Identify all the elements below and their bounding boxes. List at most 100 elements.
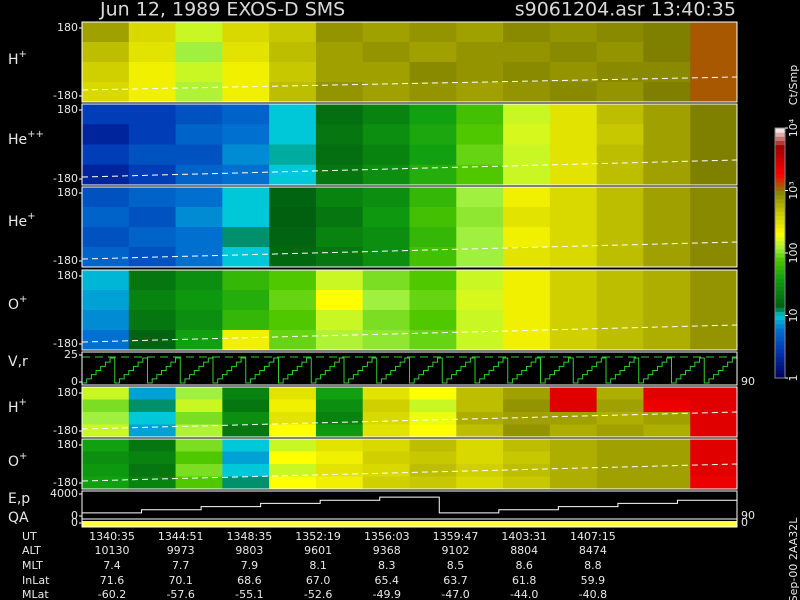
colorbar-segment xyxy=(775,169,785,175)
heatmap-cell xyxy=(690,310,738,331)
heatmap-cell xyxy=(128,22,177,43)
colorbar-segment xyxy=(775,298,785,304)
heatmap-cell xyxy=(362,330,410,351)
heatmap-cell xyxy=(362,104,410,125)
heatmap-cell xyxy=(128,290,177,311)
heatmap-cell xyxy=(596,424,644,438)
heatmap-cell xyxy=(456,164,504,186)
heatmap-cell xyxy=(175,439,223,452)
heatmap-cell xyxy=(409,227,457,248)
heatmap-cell xyxy=(456,399,504,413)
heatmap-cell xyxy=(690,330,738,351)
ephemeris-value: 59.9 xyxy=(581,574,606,587)
heatmap-cell xyxy=(690,164,738,186)
heatmap-cell xyxy=(456,330,504,351)
heatmap-cell xyxy=(269,227,317,248)
heatmap-cell xyxy=(362,144,410,166)
colorbar-segment xyxy=(775,315,785,321)
heatmap-cell xyxy=(643,330,691,351)
heatmap-cell xyxy=(643,310,691,331)
colorbar-tick-label: 10 xyxy=(787,309,800,323)
colorbar-segment xyxy=(775,207,785,212)
heatmap-cell xyxy=(222,104,270,125)
colorbar-segment xyxy=(775,323,785,329)
heatmap-cell xyxy=(269,439,317,452)
heatmap-cell xyxy=(596,310,644,331)
panel-label: QA xyxy=(8,510,29,526)
heatmap-cell xyxy=(175,104,223,125)
heatmap-cell xyxy=(643,247,691,268)
ephemeris-label: ALT xyxy=(22,544,41,557)
heatmap-cell xyxy=(269,464,317,477)
heatmap-cell xyxy=(643,476,691,490)
heatmap-cell xyxy=(549,424,598,438)
heatmap-cell xyxy=(503,412,551,425)
heatmap-cell xyxy=(222,187,270,208)
heatmap-cell xyxy=(362,387,410,400)
heatmap-cell xyxy=(82,144,130,166)
heatmap-cell xyxy=(362,290,410,311)
heatmap-cell xyxy=(503,476,551,490)
heatmap-cell xyxy=(456,247,504,268)
heatmap-cell xyxy=(503,144,551,166)
heatmap-cell xyxy=(175,207,223,228)
heatmap-cell xyxy=(222,22,270,43)
heatmap-cell xyxy=(315,187,364,208)
panel-label: O+ xyxy=(8,451,27,470)
ephemeris-value: 8474 xyxy=(579,544,607,557)
heatmap-cell xyxy=(222,227,270,248)
ephemeris-label: MLat xyxy=(22,588,49,600)
heatmap-cell xyxy=(175,124,223,145)
heatmap-cell xyxy=(128,476,177,490)
heatmap-cell xyxy=(409,424,457,438)
heatmap-cell xyxy=(503,424,551,438)
heatmap-cell xyxy=(315,104,364,125)
heatmap-cell xyxy=(503,451,551,465)
colorbar-segment xyxy=(775,157,785,162)
y-tick-label: 180 xyxy=(57,21,78,34)
y-tick-label: -180 xyxy=(53,254,78,267)
heatmap-cell xyxy=(690,124,738,145)
colorbar-segment xyxy=(775,244,785,250)
heatmap-cell xyxy=(690,82,738,103)
colorbar-segment xyxy=(775,303,785,308)
heatmap-cell xyxy=(222,439,270,452)
heatmap-cell xyxy=(269,330,317,351)
colorbar-segment xyxy=(775,365,785,371)
heatmap-cell xyxy=(409,164,457,186)
ephemeris-label: InLat xyxy=(22,574,50,587)
heatmap-cell xyxy=(362,399,410,413)
heatmap-cell xyxy=(269,476,317,490)
ephemeris-value: 61.8 xyxy=(512,574,537,587)
heatmap-cell xyxy=(315,424,364,438)
heatmap-cell xyxy=(690,270,738,291)
heatmap-cell xyxy=(503,62,551,83)
heatmap-cell xyxy=(690,187,738,208)
heatmap-cell xyxy=(549,227,598,248)
heatmap-cell xyxy=(362,424,410,438)
heatmap-cell xyxy=(82,164,130,186)
colorbar-segment xyxy=(775,232,785,237)
heatmap-cell xyxy=(82,330,130,351)
panel-frame xyxy=(81,438,738,490)
colorbar-segment xyxy=(775,173,785,179)
heatmap-cell xyxy=(315,164,364,186)
colorbar-segment xyxy=(775,136,785,141)
y-tick-label: -180 xyxy=(53,476,78,489)
ephemeris-value: 7.7 xyxy=(172,559,190,572)
heatmap-cell xyxy=(503,270,551,291)
heatmap-cell xyxy=(315,22,364,43)
colorbar-segment xyxy=(775,240,785,246)
heatmap-cell xyxy=(128,310,177,331)
heatmap-cell xyxy=(175,164,223,186)
heatmap-cell xyxy=(222,207,270,228)
heatmap-cell xyxy=(82,290,130,311)
heatmap-cell xyxy=(362,310,410,331)
colorbar-segment xyxy=(775,273,785,279)
ephemeris-value: 8.1 xyxy=(309,559,327,572)
heatmap-cell xyxy=(456,412,504,425)
heatmap-cell xyxy=(269,124,317,145)
panel-label-base: He xyxy=(8,214,27,230)
panel-label-sup: ++ xyxy=(27,129,44,140)
heatmap-cell xyxy=(643,464,691,477)
